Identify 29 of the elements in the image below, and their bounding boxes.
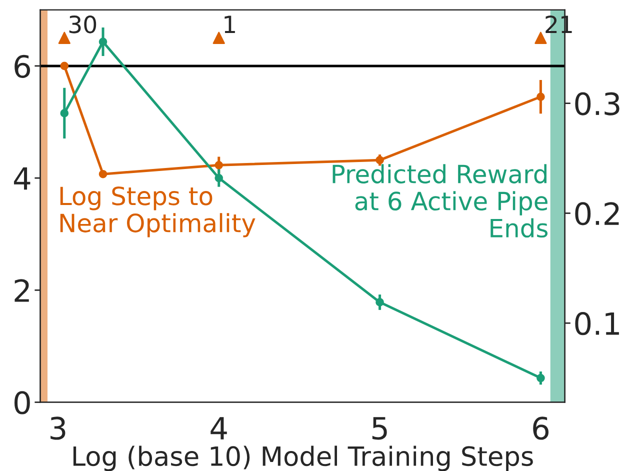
y-tick-label: 6 (14, 54, 30, 78)
x-axis-title: Log (base 10) Model Training Steps (73, 446, 533, 471)
point (534, 32, 547, 44)
point (376, 156, 384, 164)
y-tick-label: 4 (14, 167, 30, 190)
x-tick-label: 3 (50, 416, 66, 440)
x-tick-label: 4 (210, 417, 227, 440)
y2-tick-label: 0.2 (575, 202, 619, 226)
point (536, 374, 545, 382)
point (60, 109, 69, 118)
y-tick-label: 0 (14, 391, 30, 414)
point (98, 38, 108, 46)
y2-tick-label: 0.3 (575, 92, 620, 116)
series-label: Log Steps to Near Optimality (60, 186, 256, 238)
series-label: Predicted Reward at 6 Active Pipe Ends (332, 164, 548, 238)
annotation: 30 (69, 15, 96, 34)
y2-tick-label: 0.1 (575, 312, 619, 336)
y-tick-label: 2 (14, 279, 29, 302)
point (58, 32, 70, 44)
point (536, 92, 545, 101)
point (212, 32, 225, 44)
annotation: 1 (224, 16, 235, 34)
point (376, 298, 384, 306)
x-tick-label: 5 (372, 417, 387, 440)
x-tick-label: 6 (533, 416, 548, 440)
point (98, 170, 108, 178)
point (60, 62, 69, 70)
point (214, 174, 224, 182)
point (214, 160, 224, 170)
